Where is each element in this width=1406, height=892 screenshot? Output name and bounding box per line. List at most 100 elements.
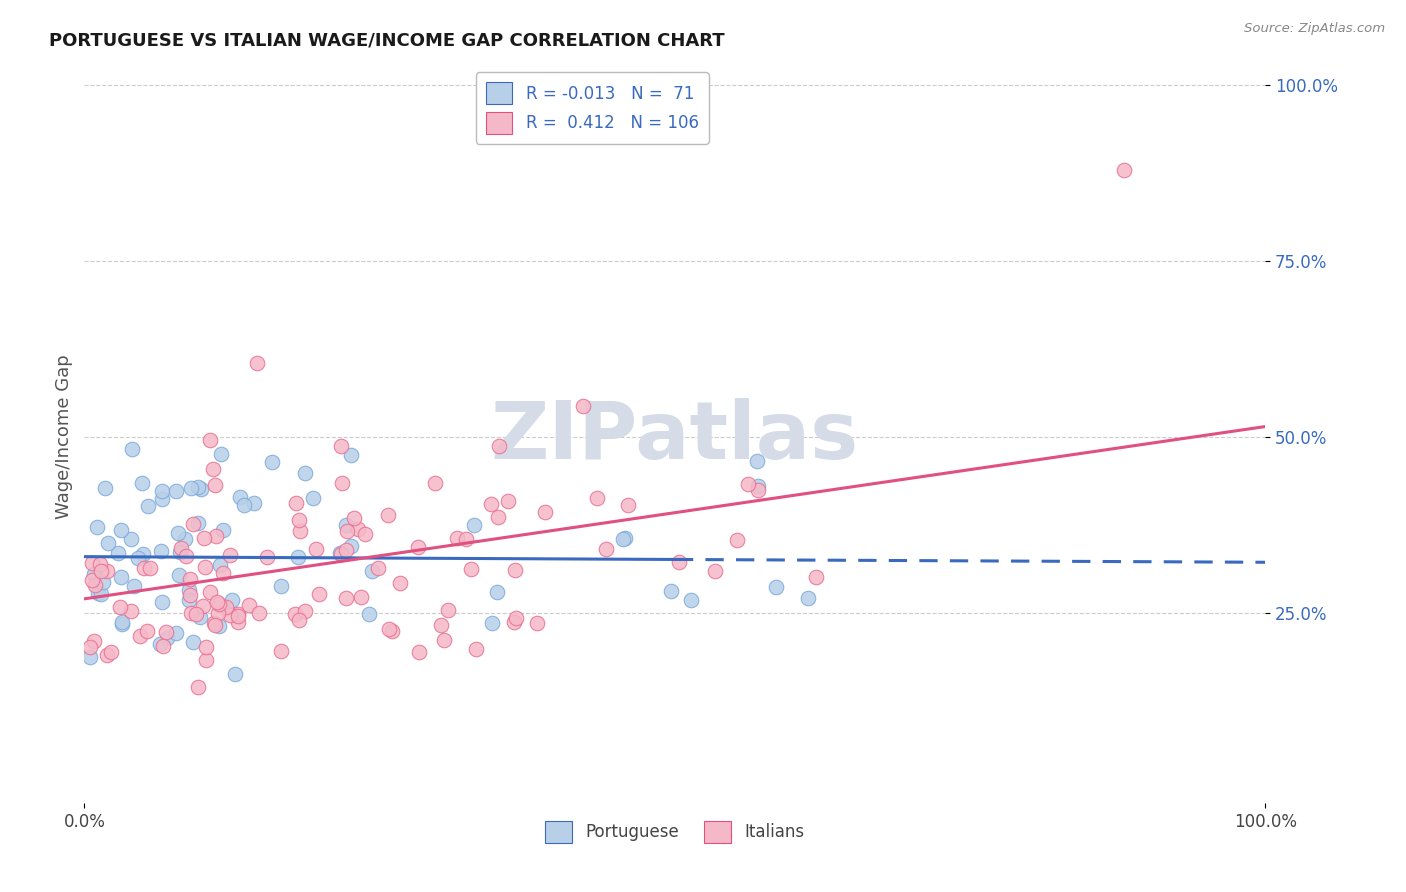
Point bbox=[486, 510, 509, 524]
Point bbox=[218, 548, 240, 562]
Point bbox=[681, 592, 703, 607]
Point bbox=[169, 545, 191, 559]
Point bbox=[150, 484, 173, 499]
Point bbox=[612, 533, 634, 547]
Y-axis label: Wage/Income Gap: Wage/Income Gap bbox=[55, 355, 73, 519]
Point bbox=[288, 524, 311, 539]
Point bbox=[284, 607, 307, 621]
Point bbox=[330, 439, 353, 453]
Point bbox=[437, 603, 460, 617]
Point bbox=[122, 579, 145, 593]
Point bbox=[166, 626, 188, 640]
Point bbox=[89, 558, 111, 572]
Point bbox=[406, 540, 429, 554]
Point bbox=[360, 564, 382, 578]
Point bbox=[219, 608, 242, 623]
Point bbox=[586, 491, 609, 506]
Point bbox=[737, 476, 759, 491]
Point bbox=[378, 623, 401, 637]
Point bbox=[209, 447, 232, 461]
Point bbox=[745, 454, 768, 468]
Point bbox=[91, 575, 114, 590]
Point bbox=[204, 618, 226, 632]
Point bbox=[205, 529, 228, 543]
Point bbox=[433, 632, 456, 647]
Point bbox=[198, 584, 221, 599]
Point bbox=[87, 586, 110, 600]
Point bbox=[212, 524, 235, 538]
Point bbox=[354, 526, 377, 541]
Point bbox=[496, 494, 519, 508]
Text: Source: ZipAtlas.com: Source: ZipAtlas.com bbox=[1244, 22, 1385, 36]
Point bbox=[181, 634, 204, 648]
Point bbox=[288, 614, 311, 628]
Point bbox=[485, 585, 508, 599]
Point bbox=[120, 532, 142, 546]
Point bbox=[765, 581, 787, 595]
Point bbox=[180, 606, 202, 620]
Point bbox=[503, 563, 526, 577]
Point bbox=[107, 546, 129, 560]
Point bbox=[187, 516, 209, 530]
Point bbox=[94, 482, 117, 496]
Point bbox=[204, 477, 226, 491]
Point bbox=[238, 598, 260, 612]
Point bbox=[135, 624, 157, 638]
Point bbox=[194, 560, 217, 574]
Point bbox=[330, 547, 353, 561]
Point bbox=[179, 572, 201, 586]
Point bbox=[96, 648, 118, 662]
Point bbox=[350, 591, 373, 605]
Point bbox=[797, 591, 820, 605]
Point bbox=[97, 535, 120, 549]
Point bbox=[479, 497, 502, 511]
Point bbox=[187, 480, 209, 494]
Legend: Portuguese, Italians: Portuguese, Italians bbox=[538, 814, 811, 849]
Point bbox=[120, 604, 142, 618]
Point bbox=[170, 541, 193, 555]
Point bbox=[256, 550, 278, 565]
Point bbox=[181, 516, 204, 531]
Point bbox=[243, 496, 266, 510]
Point bbox=[526, 615, 548, 630]
Point bbox=[481, 615, 503, 630]
Point bbox=[208, 618, 231, 632]
Point bbox=[335, 591, 357, 606]
Point bbox=[150, 491, 173, 506]
Point bbox=[188, 609, 211, 624]
Point bbox=[208, 558, 231, 572]
Point bbox=[207, 606, 229, 620]
Point bbox=[463, 518, 485, 533]
Point bbox=[247, 606, 270, 620]
Point bbox=[668, 555, 690, 569]
Point bbox=[149, 637, 172, 651]
Point bbox=[186, 607, 208, 621]
Point bbox=[80, 556, 103, 570]
Point bbox=[464, 642, 486, 657]
Point bbox=[187, 681, 209, 695]
Point bbox=[595, 542, 617, 557]
Point bbox=[287, 550, 309, 565]
Point bbox=[191, 599, 214, 613]
Point bbox=[131, 475, 153, 490]
Point bbox=[305, 542, 328, 557]
Point bbox=[617, 498, 640, 512]
Point bbox=[339, 539, 361, 553]
Point bbox=[336, 524, 359, 538]
Point bbox=[270, 579, 292, 593]
Point bbox=[83, 567, 105, 582]
Point bbox=[228, 609, 250, 624]
Point bbox=[127, 551, 149, 566]
Point bbox=[79, 640, 101, 655]
Point bbox=[180, 481, 202, 495]
Point bbox=[270, 644, 292, 658]
Point bbox=[150, 595, 173, 609]
Point bbox=[195, 640, 218, 654]
Point bbox=[110, 570, 132, 584]
Point bbox=[84, 578, 107, 592]
Text: PORTUGUESE VS ITALIAN WAGE/INCOME GAP CORRELATION CHART: PORTUGUESE VS ITALIAN WAGE/INCOME GAP CO… bbox=[49, 31, 725, 49]
Point bbox=[129, 629, 152, 643]
Point bbox=[747, 483, 769, 497]
Point bbox=[454, 533, 477, 547]
Point bbox=[294, 466, 316, 480]
